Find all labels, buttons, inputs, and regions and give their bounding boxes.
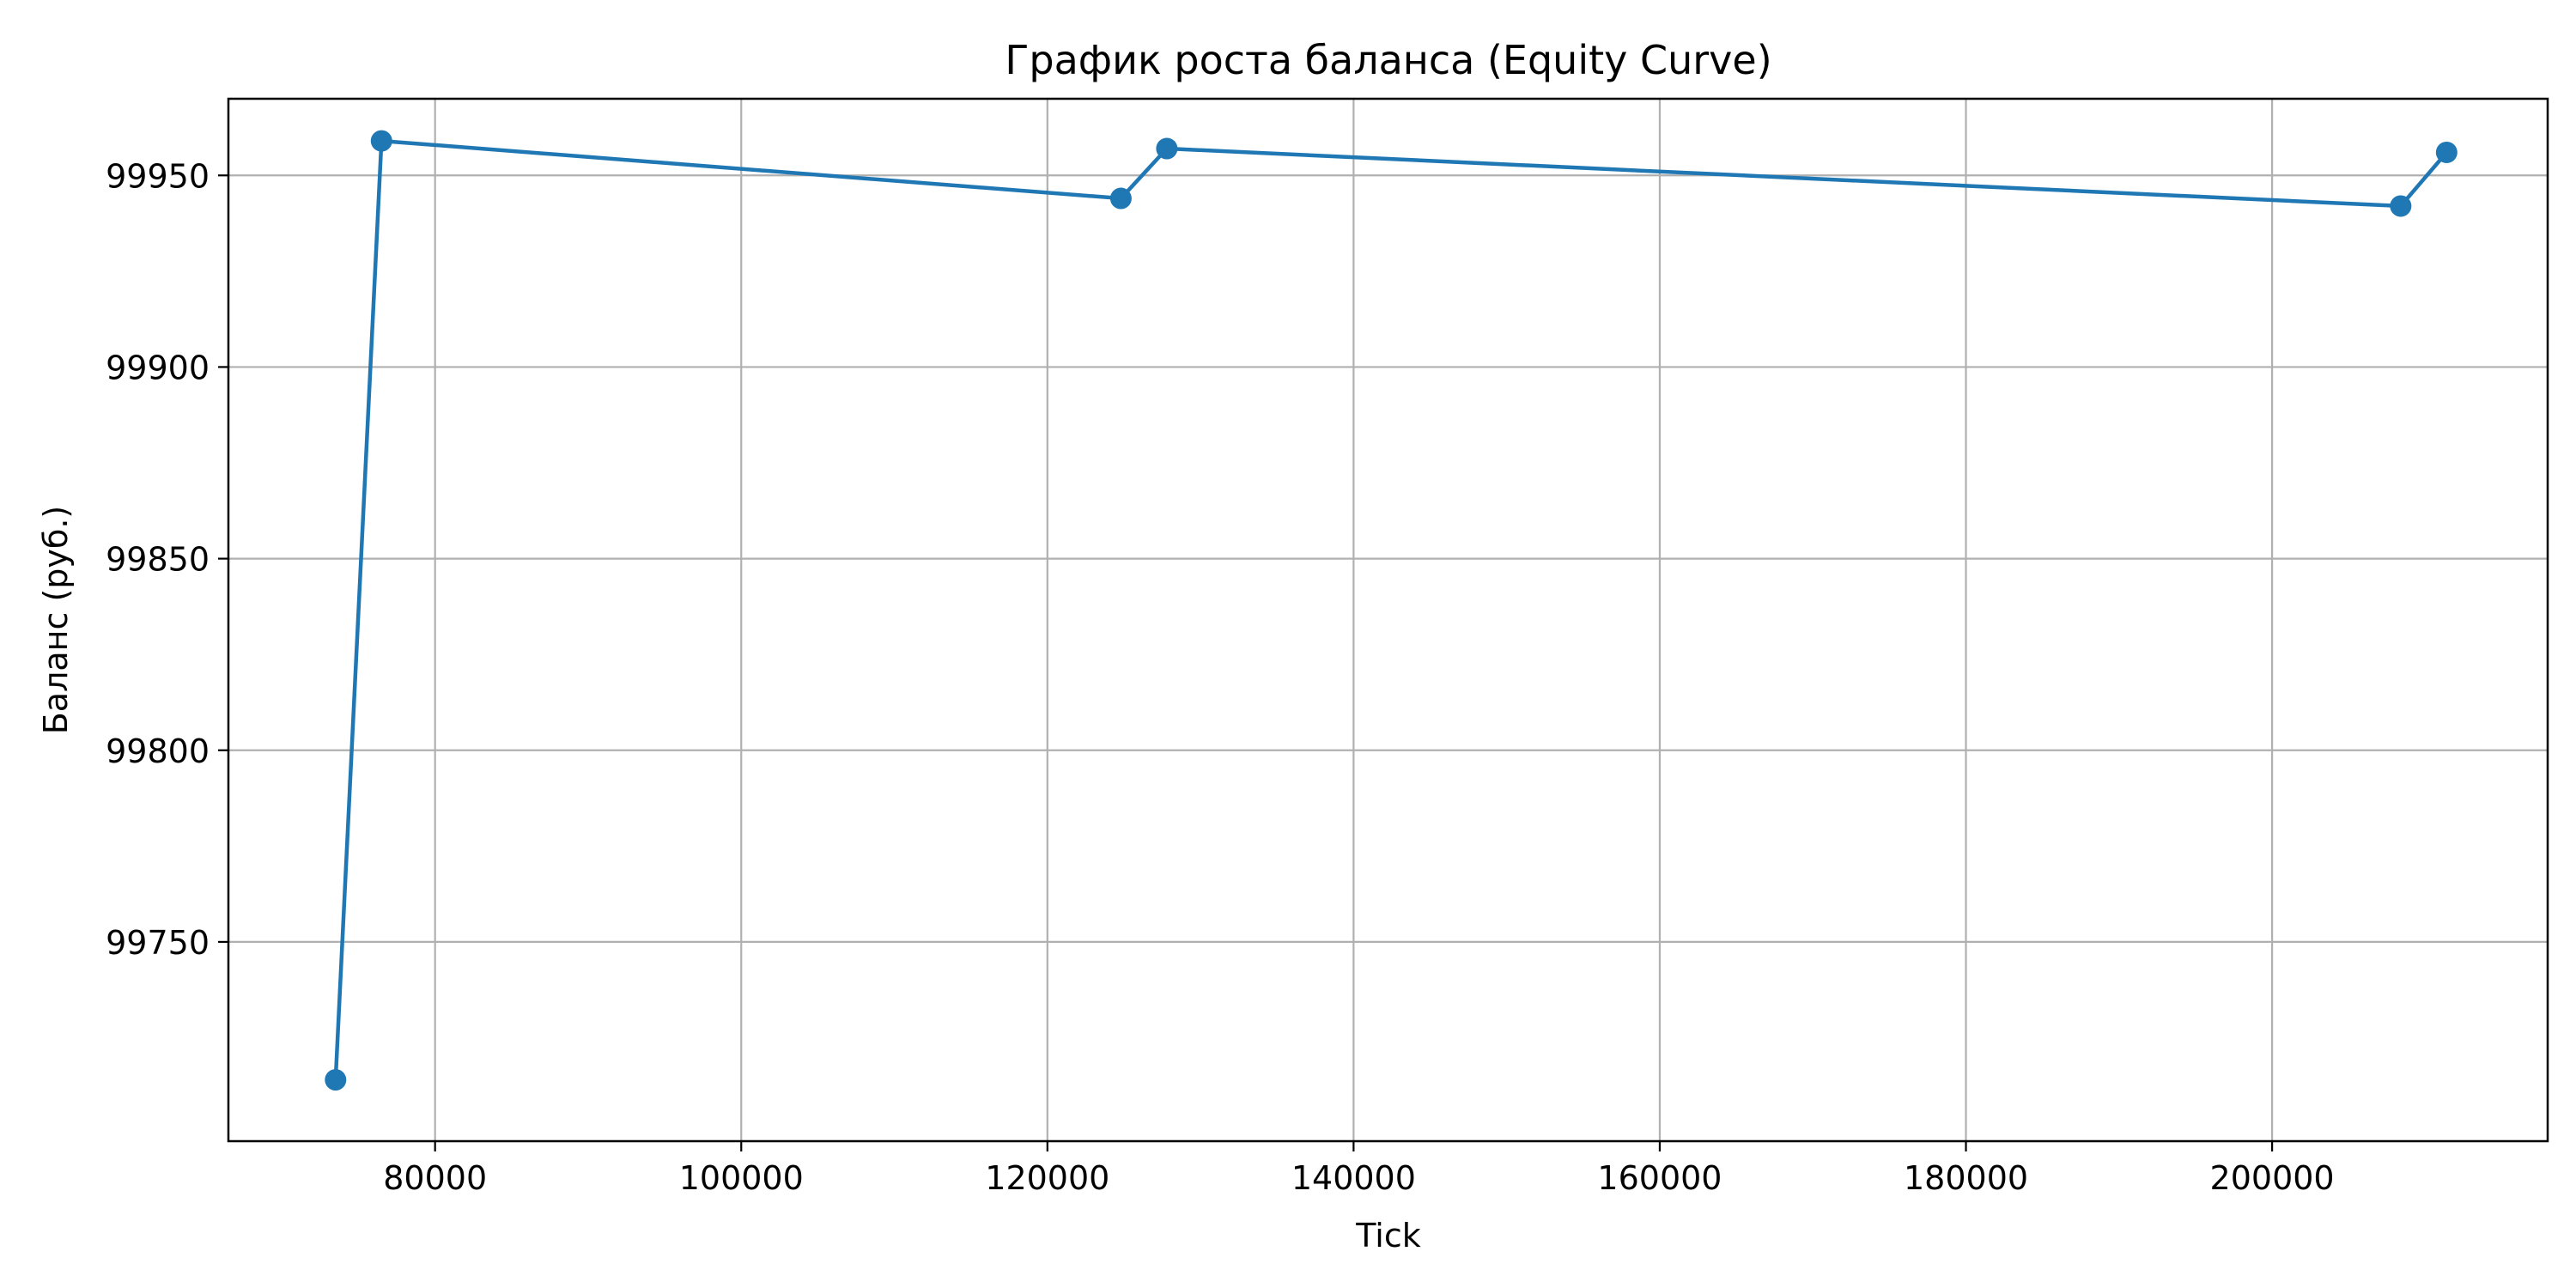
x-tick-label: 200000	[2210, 1159, 2335, 1197]
y-tick-label: 99900	[106, 349, 210, 386]
chart-title: График роста баланса (Equity Curve)	[1005, 37, 1771, 83]
x-tick-label: 160000	[1597, 1159, 1722, 1197]
x-tick-label: 120000	[985, 1159, 1109, 1197]
data-point	[2390, 195, 2412, 217]
y-axis-ticks: 99750 99800 99850 99900 99950	[106, 157, 228, 962]
x-tick-label: 100000	[679, 1159, 804, 1197]
y-tick-label: 99800	[106, 732, 210, 770]
data-point	[325, 1069, 347, 1091]
y-tick-label: 99950	[106, 157, 210, 195]
x-tick-label: 80000	[383, 1159, 487, 1197]
x-tick-label: 140000	[1291, 1159, 1416, 1197]
x-tick-label: 180000	[1904, 1159, 2028, 1197]
y-tick-label: 99750	[106, 924, 210, 962]
equity-line	[333, 138, 2449, 1080]
x-axis-title: Tick	[1355, 1217, 1421, 1255]
y-axis-title: Баланс (руб.)	[37, 506, 75, 735]
data-point	[1109, 187, 1132, 210]
y-tick-label: 99850	[106, 541, 210, 579]
grid-lines	[228, 99, 2548, 1141]
data-point	[1156, 137, 1178, 160]
data-point	[370, 130, 392, 152]
data-point	[2435, 141, 2458, 163]
plot-frame	[227, 97, 2549, 1143]
x-axis-ticks: 80000 100000 120000 140000 160000 180000 20000…	[383, 1141, 2335, 1197]
series-layer	[325, 130, 2458, 1091]
